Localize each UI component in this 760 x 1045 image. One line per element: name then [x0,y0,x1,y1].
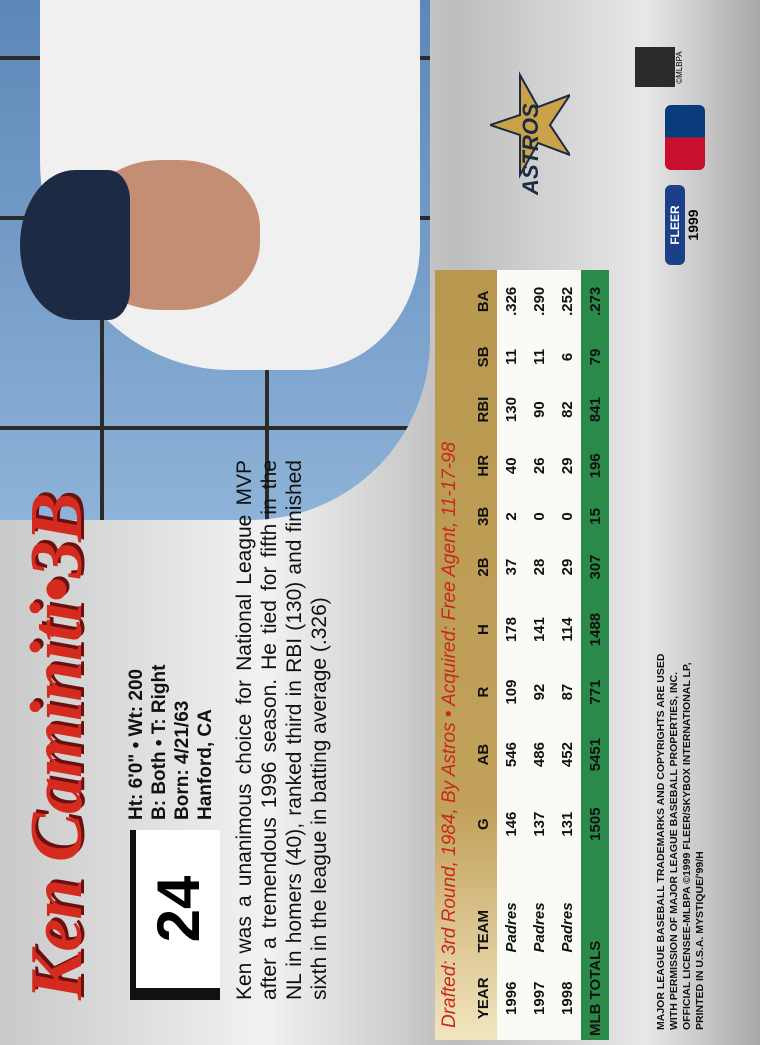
stat-cell: 137 [530,811,548,837]
column-header: 3B [474,506,492,526]
column-header: R [474,686,492,698]
stats-row: 1998 Padres 131 452 87 114 29 0 29 82 6 .252 [553,270,581,1040]
stat-cell: 2 [502,512,520,521]
totals-row: MLB TOTALS 1505 5451 771 1488 307 15 196 841 79 .2… [581,270,609,1040]
column-header: HR [474,454,492,477]
stat-cell: 40 [502,457,520,475]
column-header: 2B [474,557,492,577]
column-header: BA [474,290,492,313]
stat-cell: 131 [558,811,576,837]
stat-cell: 6 [558,352,576,362]
stat-cell: 82 [558,401,576,418]
player-bio: Ht: 6'0" • Wt: 200 B: Both • T: Right Bo… [125,560,217,820]
player-blurb: Ken was a unanimous choice for National … [233,460,331,1000]
total-cell: 5451 [586,737,604,772]
total-cell: 1488 [586,612,604,647]
bats-throws: B: Both • T: Right [149,664,170,820]
stat-cell: 486 [530,742,548,768]
stat-cell: 11 [530,348,548,365]
stat-cell: Padres [530,902,548,953]
column-header: SB [474,346,492,368]
player-name: Ken Caminiti•3B [16,493,98,1000]
column-header: TEAM [474,909,492,953]
column-header: H [474,624,492,635]
total-cell: 15 [586,508,604,525]
stat-cell: 1998 [558,981,576,1015]
total-cell: 307 [586,554,604,580]
draft-info: Drafted: 3rd Round, 1984, By Astros • Ac… [439,441,460,1028]
height-weight: Ht: 6'0" • Wt: 200 [126,668,147,820]
mlbpa-logo: ©MLBPA [635,40,695,95]
column-header: G [474,818,492,830]
stat-cell: 87 [558,683,576,701]
stat-cell: 92 [530,683,548,701]
legal-text: MAJOR LEAGUE BASEBALL TRADEMARKS AND COP… [655,653,706,1030]
stats-table: Drafted: 3rd Round, 1984, By Astros • Ac… [435,270,625,1040]
stat-cell: .290 [530,286,548,316]
stat-cell: 28 [530,558,548,576]
stat-cell: 452 [558,742,576,768]
total-cell: 771 [586,679,604,705]
birthplace: Hanford, CA [195,709,216,820]
stat-cell: 109 [502,679,520,705]
stat-cell: 0 [558,512,576,521]
totals-label: MLB TOTALS [586,940,604,1036]
stats-row: 1996 Padres 146 546 109 178 37 2 40 130 11 .326 [497,270,525,1040]
stat-cell: 1997 [530,981,548,1015]
stat-cell: 130 [502,397,520,423]
total-cell: .273 [586,286,604,316]
stat-cell: 178 [502,617,520,643]
born-date: Born: 4/21/63 [172,700,193,820]
stat-cell: Padres [502,902,520,953]
stat-cell: 37 [502,558,520,576]
stat-cell: 146 [502,811,520,837]
stat-cell: 1996 [502,981,520,1015]
total-cell: 1505 [586,807,604,841]
stat-cell: .326 [502,286,520,316]
stat-cell: 29 [558,457,576,475]
column-header: RBI [474,396,492,423]
total-cell: 841 [586,397,604,423]
total-cell: 79 [586,348,604,366]
column-header: AB [474,743,492,766]
mlb-logo [665,105,705,170]
stats-row: 1997 Padres 137 486 92 141 28 0 26 90 11 .290 [525,270,553,1040]
stat-cell: 90 [530,401,548,418]
stat-cell: 141 [530,617,548,643]
total-cell: 196 [586,453,604,479]
fleer-logo: FLEER 1999 [665,185,720,265]
stat-cell: 0 [530,512,548,521]
stat-cell: 114 [558,617,576,642]
player-photo [0,0,430,520]
stat-cell: 546 [502,742,520,768]
stat-cell: 29 [558,558,576,576]
stat-cell: 11 [502,348,520,365]
stat-cell: 26 [530,457,548,475]
stat-cell: .252 [558,286,576,316]
astros-logo: ASTROS [486,55,573,225]
stat-cell: Padres [558,902,576,953]
column-header: YEAR [474,977,492,1020]
card-number: 24 [130,830,220,1000]
